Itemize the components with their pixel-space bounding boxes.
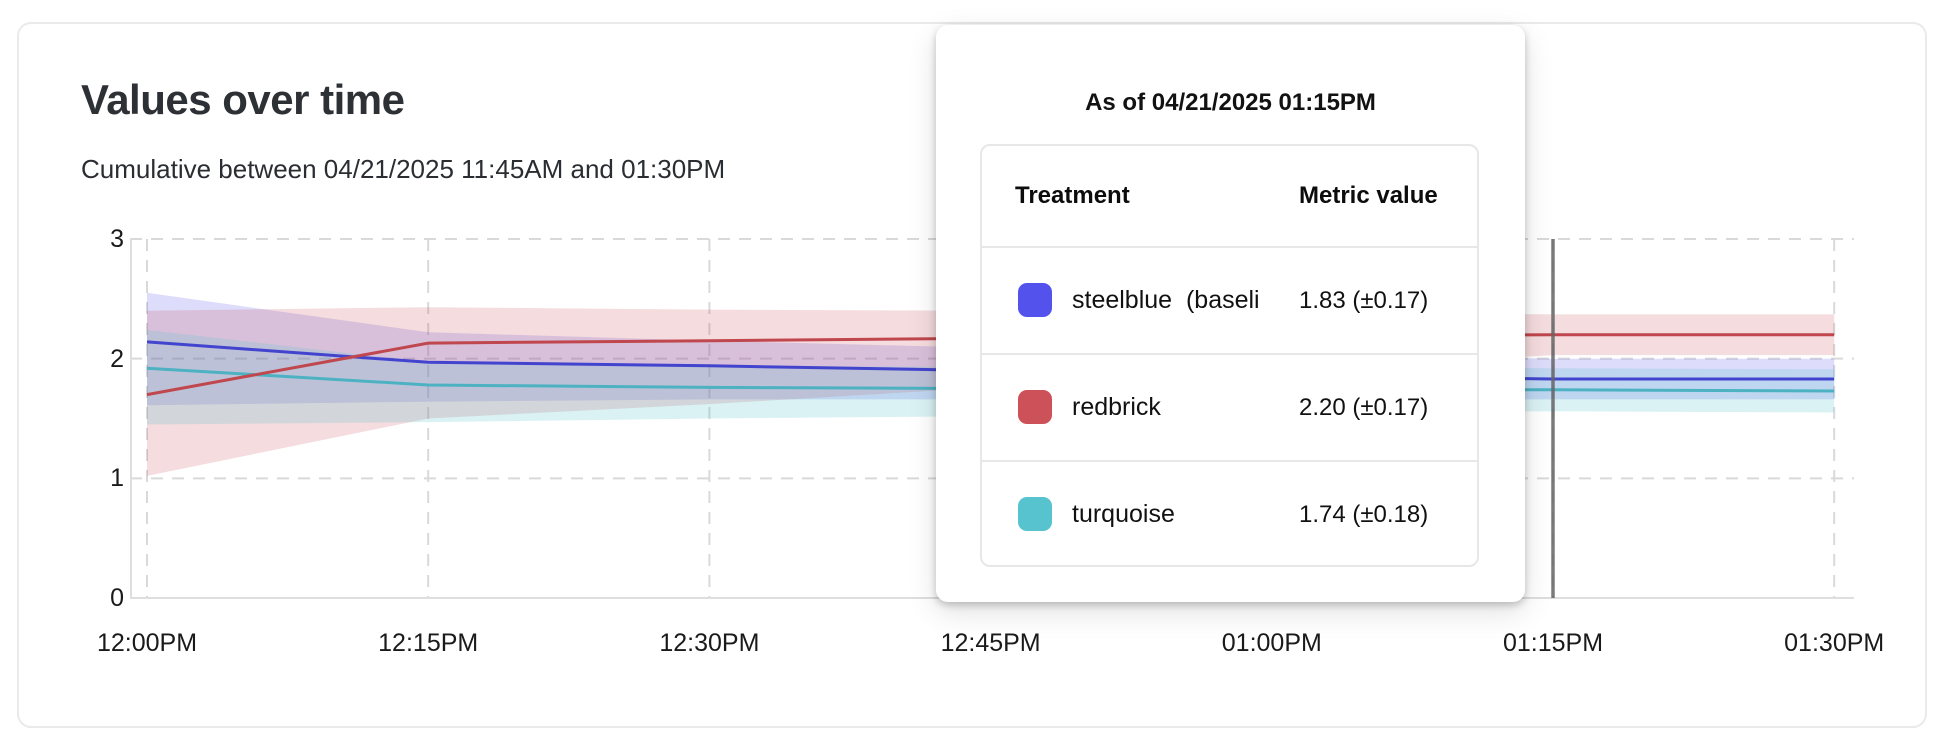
x-tick-label: 01:15PM — [1502, 629, 1604, 657]
tooltip-title: As of 04/21/2025 01:15PM — [1085, 89, 1376, 116]
y-tick-label: 1 — [110, 464, 124, 493]
y-tick-label: 3 — [110, 224, 124, 253]
tooltip-table-header: Treatment Metric value — [982, 146, 1477, 248]
x-tick-label: 12:00PM — [96, 629, 198, 657]
page-subtitle: Cumulative between 04/21/2025 11:45AM an… — [81, 154, 726, 184]
x-tick-label: 12:45PM — [940, 629, 1041, 657]
metric-value: 1.83 (±0.17) — [1299, 287, 1429, 314]
series-color-swatch — [1018, 497, 1052, 531]
page-title: Values over time — [81, 76, 405, 123]
tooltip-table: Treatment Metric value steelblue (baseli… — [980, 144, 1479, 567]
chart-card: Values over time Cumulative between 04/2… — [17, 22, 1927, 728]
column-header-treatment: Treatment — [1015, 182, 1130, 209]
treatment-name: redbrick — [1072, 393, 1161, 421]
treatment-row: redbrick 2.20 (±0.17) — [982, 355, 1477, 462]
series-color-swatch — [1018, 390, 1052, 424]
series-color-swatch — [1018, 283, 1052, 317]
metric-value: 1.74 (±0.18) — [1299, 501, 1429, 528]
y-tick-label: 2 — [110, 344, 124, 373]
treatment-name: turquoise — [1072, 500, 1175, 528]
column-header-metric-value: Metric value — [1299, 182, 1438, 209]
treatment-row: turquoise 1.74 (±0.18) — [982, 462, 1477, 567]
x-tick-label: 12:15PM — [378, 629, 479, 657]
treatment-row: steelblue (baseli 1.83 (±0.17) — [982, 248, 1477, 355]
metric-value: 2.20 (±0.17) — [1299, 394, 1429, 421]
treatment-name: steelblue (baseli — [1072, 286, 1260, 314]
x-tick-label: 01:00PM — [1221, 629, 1322, 657]
hover-tooltip: As of 04/21/2025 01:15PM Treatment Metri… — [936, 25, 1525, 602]
x-tick-label: 01:30PM — [1784, 629, 1885, 657]
x-tick-label: 12:30PM — [659, 629, 760, 657]
y-tick-label: 0 — [110, 584, 124, 612]
